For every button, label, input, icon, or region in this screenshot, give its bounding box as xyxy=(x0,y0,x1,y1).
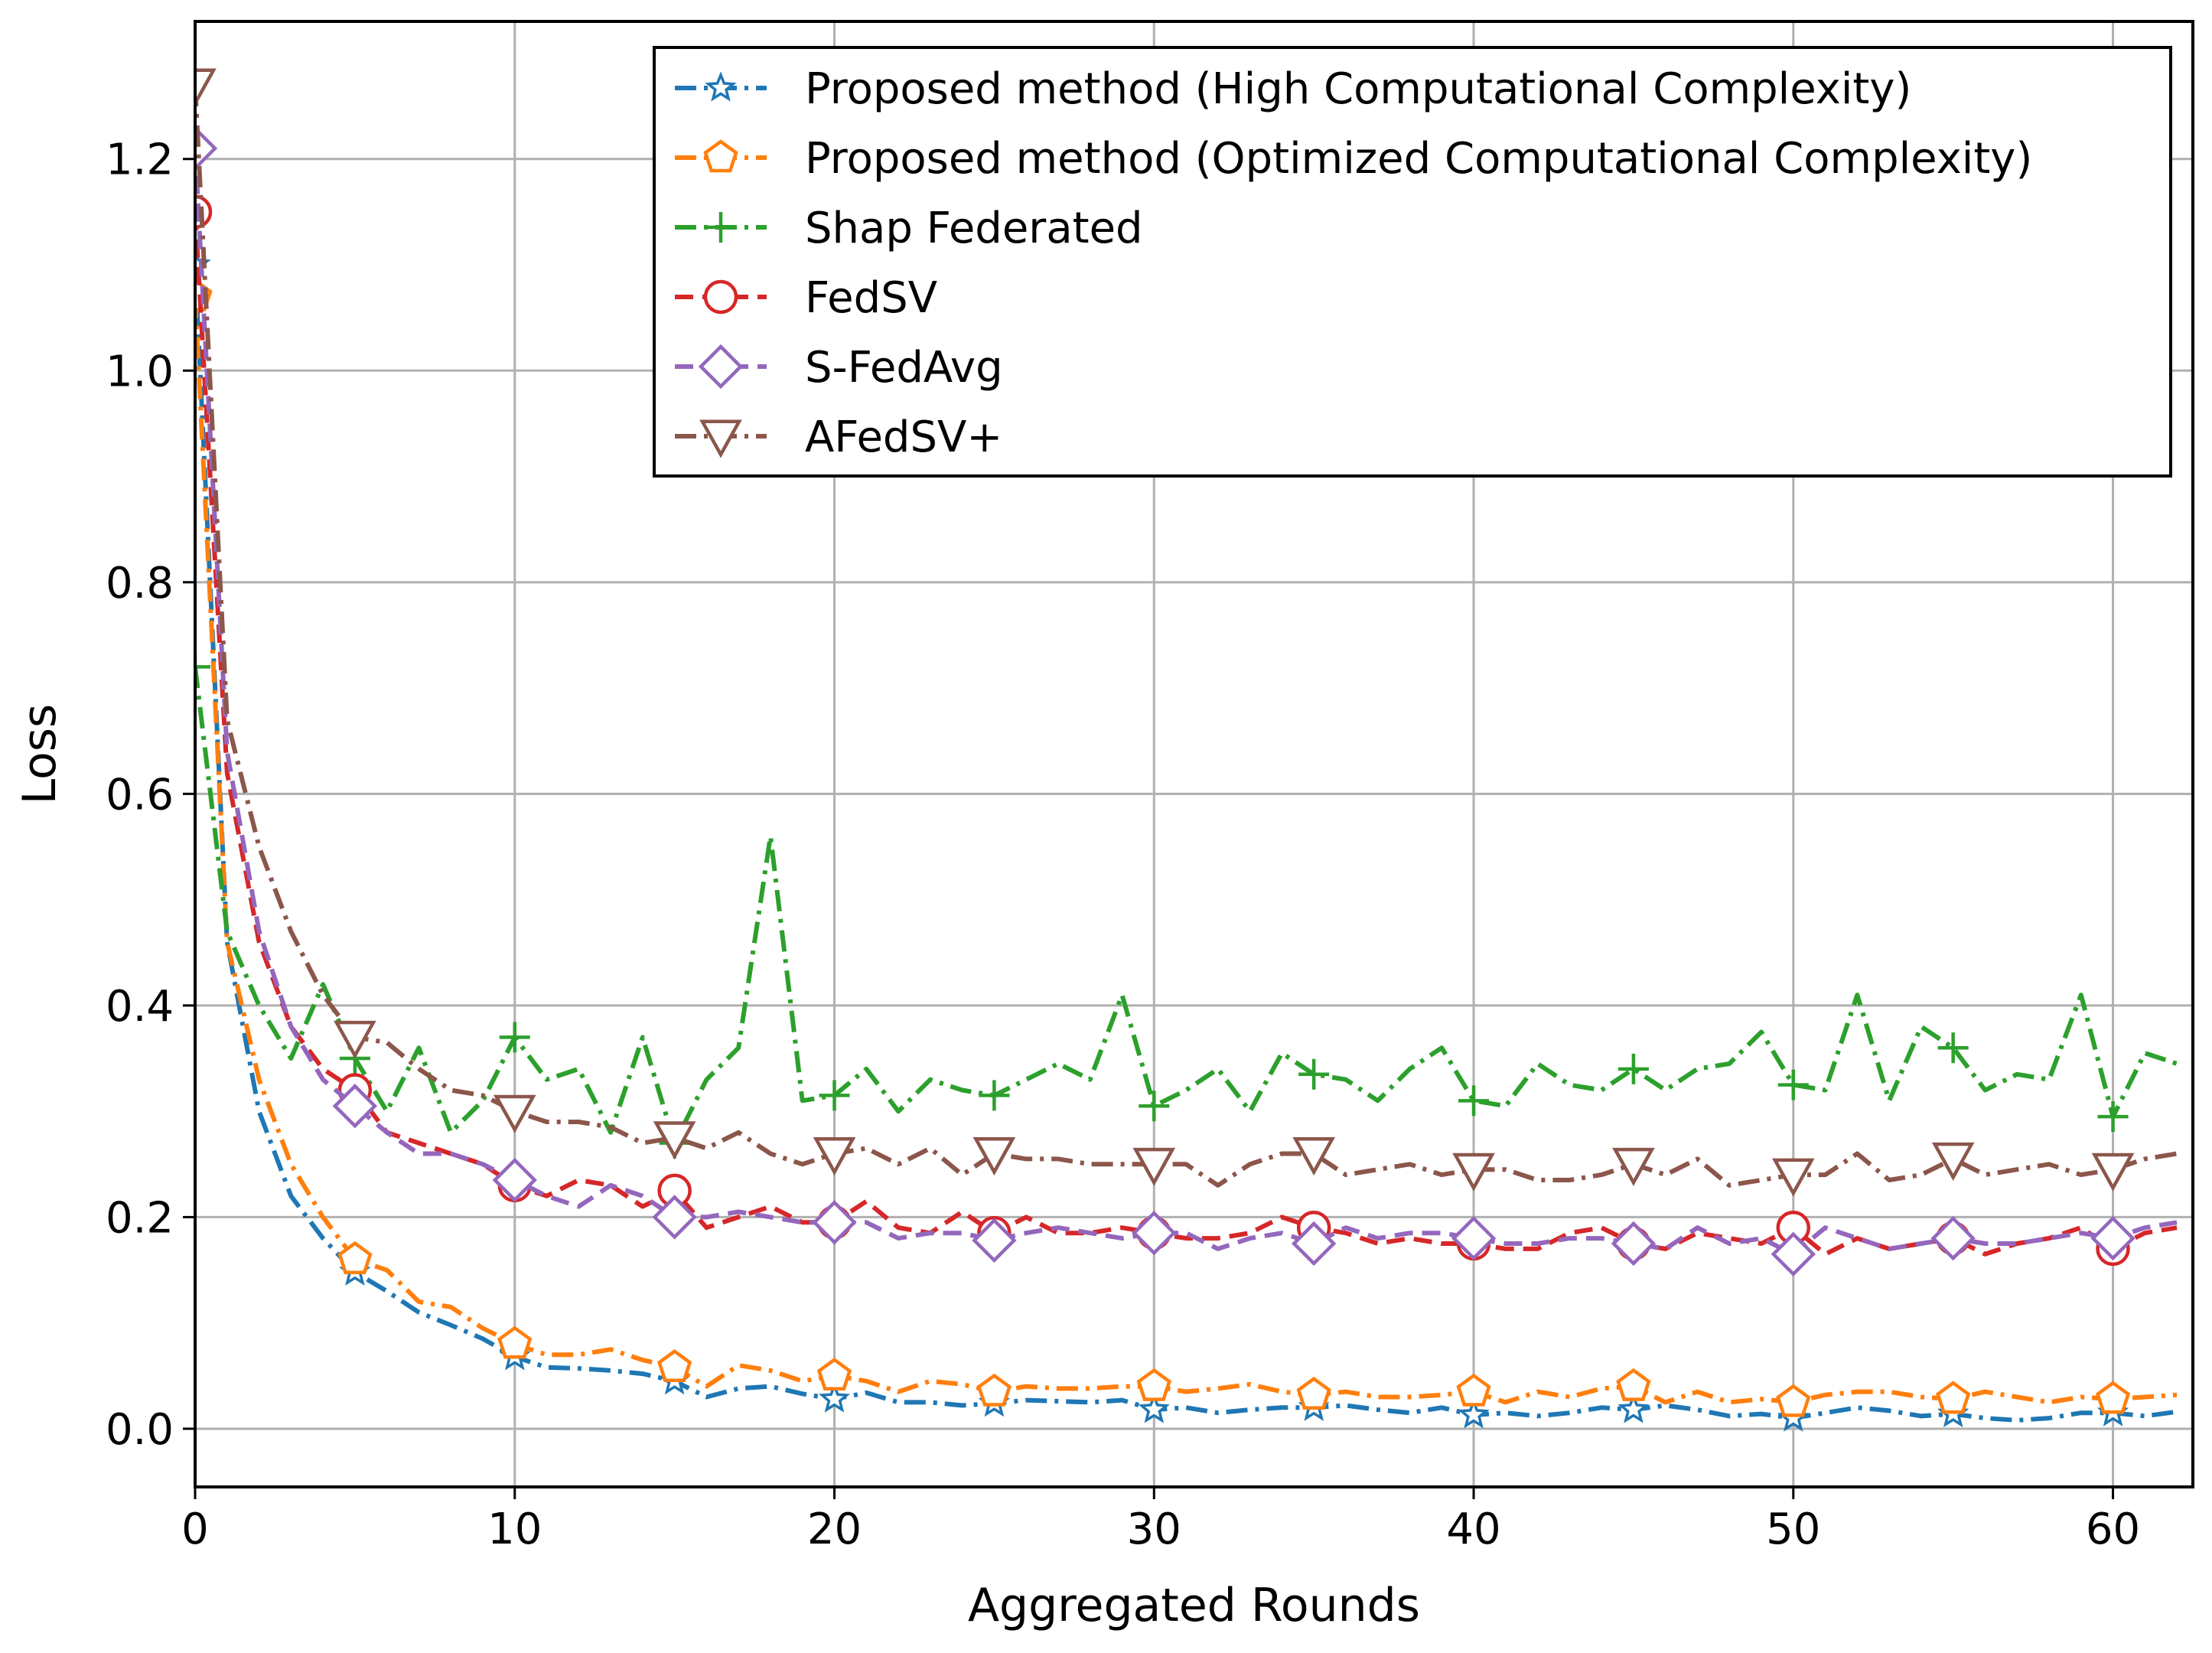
data-point-marker xyxy=(1930,1215,1976,1261)
data-point-marker xyxy=(1771,1231,1816,1276)
y-tick-label: 0.4 xyxy=(106,982,174,1032)
legend-marker xyxy=(705,71,737,102)
data-point-marker xyxy=(1776,1384,1811,1417)
x-tick-label: 20 xyxy=(807,1505,862,1554)
y-tick-label: 0.8 xyxy=(106,559,174,608)
y-tick-label: 0.6 xyxy=(106,770,174,820)
data-point-marker xyxy=(812,1200,857,1245)
data-point-marker xyxy=(813,1137,856,1176)
data-point-marker xyxy=(1777,1069,1809,1100)
data-point-marker xyxy=(819,1080,850,1111)
data-point-marker xyxy=(816,1358,852,1391)
legend-marker xyxy=(698,344,744,390)
data-point-marker xyxy=(1136,1368,1171,1401)
x-tick-label: 10 xyxy=(487,1505,542,1554)
y-tick-label: 0.2 xyxy=(106,1193,174,1243)
plot-frame xyxy=(194,20,2194,1488)
data-point-marker xyxy=(1456,1373,1491,1407)
data-point-marker xyxy=(1132,1210,1177,1256)
data-point-marker xyxy=(1291,1221,1337,1267)
legend-box xyxy=(653,46,2172,478)
legend-label: FedSV xyxy=(805,273,937,323)
data-point-marker xyxy=(1612,1147,1655,1186)
legend-item: AFedSV+ xyxy=(675,412,1002,462)
x-tick-label: 0 xyxy=(181,1505,209,1554)
data-point-marker xyxy=(1451,1215,1497,1261)
data-point-marker xyxy=(657,1349,692,1382)
data-point-marker xyxy=(972,1218,1017,1263)
data-point-marker xyxy=(195,651,210,683)
data-point-marker xyxy=(195,68,217,107)
data-point-marker xyxy=(1458,1398,1490,1429)
legend-item: Shap Federated xyxy=(675,204,1143,253)
legend-marker xyxy=(703,279,738,315)
data-point-marker xyxy=(1611,1221,1657,1267)
data-point-marker xyxy=(2090,1215,2135,1261)
legend-item: S-FedAvg xyxy=(675,343,1003,393)
legend-label: Proposed method (Optimized Computational… xyxy=(805,134,2032,184)
legend-marker xyxy=(699,419,742,458)
legend-marker xyxy=(703,139,738,173)
data-point-marker xyxy=(1139,1091,1170,1122)
legend-item: FedSV xyxy=(675,273,937,323)
legend-marker xyxy=(705,212,736,243)
y-axis-label: Loss xyxy=(13,704,67,805)
data-point-marker xyxy=(1931,1142,1975,1182)
data-point-marker xyxy=(1452,1153,1495,1192)
data-point-marker xyxy=(1292,1137,1335,1176)
data-point-marker xyxy=(1458,1085,1490,1117)
data-point-marker xyxy=(1138,1393,1170,1423)
series-layer xyxy=(195,68,2178,1432)
legend: Proposed method (High Computational Comp… xyxy=(653,46,2172,478)
legend-label: Shap Federated xyxy=(805,204,1143,253)
legend-label: S-FedAvg xyxy=(805,343,1003,393)
data-point-marker xyxy=(492,1157,537,1203)
data-point-marker xyxy=(337,1241,373,1274)
x-tick-label: 50 xyxy=(1766,1505,1820,1554)
data-point-marker xyxy=(1132,1147,1176,1186)
series-line xyxy=(195,148,2178,1257)
x-tick-label: 40 xyxy=(1446,1505,1500,1554)
data-point-marker xyxy=(2095,1381,2131,1414)
data-point-marker xyxy=(972,1137,1016,1176)
data-point-marker xyxy=(653,1121,696,1160)
x-tick-label: 60 xyxy=(2086,1505,2140,1554)
series-line xyxy=(195,264,2178,1423)
data-point-marker xyxy=(976,1373,1012,1407)
series-line xyxy=(195,84,2178,1188)
x-axis-label: Aggregated Rounds xyxy=(968,1579,1420,1632)
data-point-marker xyxy=(979,1080,1010,1111)
legend-item: Proposed method (Optimized Computational… xyxy=(675,134,2032,184)
series-3 xyxy=(195,651,2178,1159)
data-point-marker xyxy=(497,1325,533,1359)
y-tick-label: 1.2 xyxy=(106,135,174,185)
legend-label: Proposed method (High Computational Comp… xyxy=(805,64,1911,114)
y-tick-label: 0.0 xyxy=(106,1405,174,1455)
data-point-marker xyxy=(1936,1381,1971,1414)
data-point-marker xyxy=(1296,1376,1331,1410)
data-point-marker xyxy=(499,1022,530,1053)
series-line xyxy=(195,667,2178,1146)
data-point-marker xyxy=(818,1382,851,1413)
data-point-marker xyxy=(1616,1368,1651,1401)
data-point-marker xyxy=(2097,1101,2129,1133)
data-point-marker xyxy=(652,1195,697,1240)
legend-item: Proposed method (High Computational Comp… xyxy=(675,64,1911,114)
data-point-marker xyxy=(334,1020,376,1059)
data-point-marker xyxy=(2091,1153,2135,1192)
data-point-marker xyxy=(1937,1032,1969,1064)
data-point-marker xyxy=(1617,1053,1649,1084)
axes: 0 10 20 30 40 50 60 0.0 0.2 0.4 0.6 0.8 1.0 1.2 xyxy=(106,135,2140,1554)
data-point-marker xyxy=(493,1094,536,1133)
y-tick-label: 1.0 xyxy=(106,347,174,396)
data-point-marker xyxy=(1298,1058,1330,1090)
data-point-marker xyxy=(332,1084,378,1129)
series-6 xyxy=(195,68,2178,1197)
x-tick-label: 30 xyxy=(1127,1505,1181,1554)
legend-label: AFedSV+ xyxy=(805,412,1002,462)
data-point-marker xyxy=(1771,1158,1815,1197)
data-point-marker xyxy=(1617,1393,1650,1423)
